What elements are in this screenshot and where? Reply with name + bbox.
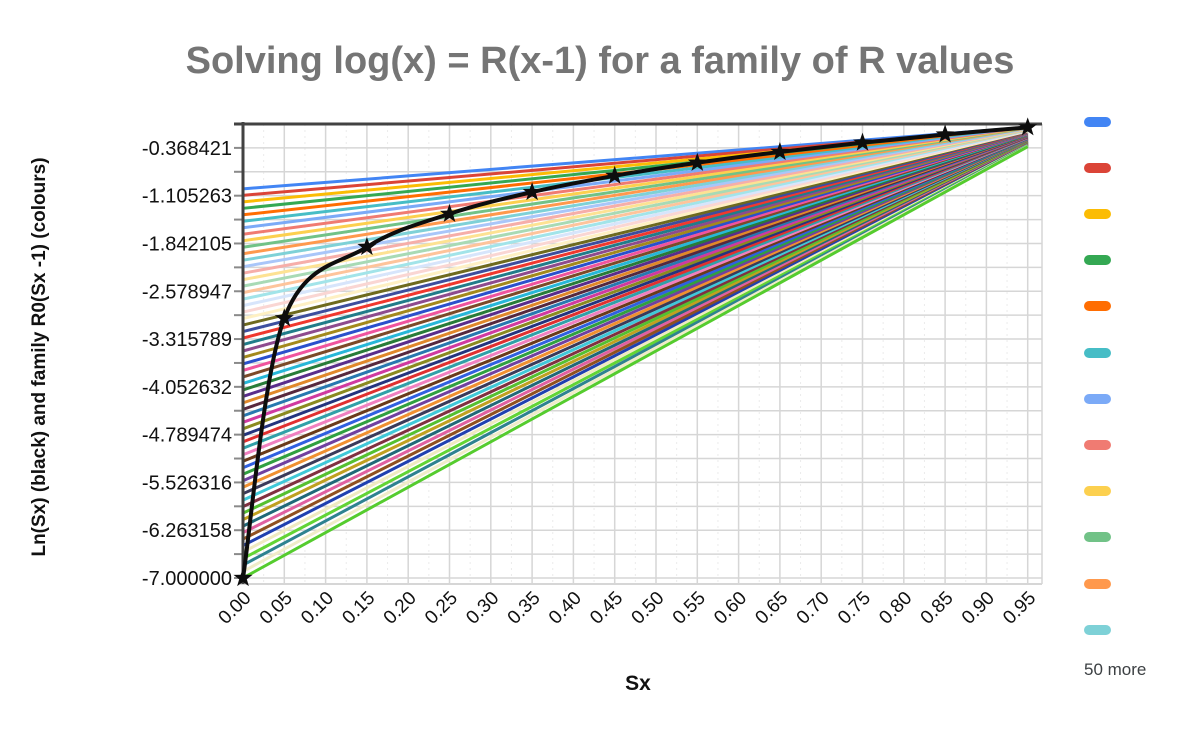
data-point-star[interactable] bbox=[935, 124, 955, 143]
x-tick-label: 0.70 bbox=[793, 588, 834, 629]
x-tick-label: 0.75 bbox=[834, 588, 875, 629]
x-tick-label: 0.80 bbox=[875, 588, 916, 629]
legend-swatch-6[interactable] bbox=[1084, 347, 1111, 358]
data-point-star[interactable] bbox=[274, 308, 294, 327]
x-tick-label: 0.05 bbox=[256, 588, 297, 629]
x-tick-label: 0.35 bbox=[504, 588, 545, 629]
y-tick-label: -4.789474 bbox=[142, 425, 232, 447]
family-line-R0-7.0[interactable] bbox=[242, 145, 1029, 580]
y-tick-label: -0.368421 bbox=[142, 138, 232, 160]
data-point-star[interactable] bbox=[1018, 117, 1038, 136]
legend-more-link[interactable]: 50 more bbox=[1084, 660, 1147, 679]
x-tick-label: 0.60 bbox=[710, 588, 751, 629]
x-tick-label: 0.15 bbox=[338, 588, 379, 629]
legend-swatch-4[interactable] bbox=[1084, 255, 1111, 266]
legend-swatch-1[interactable] bbox=[1084, 116, 1111, 127]
x-tick-label: 0.95 bbox=[999, 588, 1040, 629]
data-point-star[interactable] bbox=[357, 237, 377, 256]
x-tick-label: 0.30 bbox=[462, 588, 503, 629]
chart-title: Solving log(x) = R(x-1) for a family of … bbox=[185, 40, 1015, 82]
legend-swatch-11[interactable] bbox=[1084, 578, 1111, 589]
x-tick-label: 0.90 bbox=[958, 588, 999, 629]
x-tick-label: 0.85 bbox=[917, 588, 958, 629]
x-tick-label: 0.40 bbox=[545, 588, 586, 629]
y-tick-label: -6.263158 bbox=[142, 520, 232, 542]
x-axis-title: Sx bbox=[625, 672, 651, 695]
x-tick-label: 0.10 bbox=[297, 588, 338, 629]
legend-swatch-3[interactable] bbox=[1084, 208, 1111, 219]
y-tick-label: -1.105263 bbox=[142, 186, 232, 208]
x-tick-label: 0.25 bbox=[421, 588, 462, 629]
y-tick-label: -3.315789 bbox=[142, 329, 232, 351]
legend-swatch-5[interactable] bbox=[1084, 301, 1111, 312]
data-point-star[interactable] bbox=[605, 165, 625, 184]
ln-curve[interactable] bbox=[241, 125, 1030, 580]
legend-swatch-7[interactable] bbox=[1084, 393, 1111, 404]
y-tick-label: -7.000000 bbox=[142, 568, 232, 590]
data-point-star[interactable] bbox=[687, 152, 707, 171]
x-tick-label: 0.55 bbox=[669, 588, 710, 629]
y-tick-label: -5.526316 bbox=[142, 472, 232, 494]
data-point-star[interactable] bbox=[522, 182, 542, 201]
legend-swatch-9[interactable] bbox=[1084, 486, 1111, 497]
legend-swatch-8[interactable] bbox=[1084, 439, 1111, 450]
data-point-star[interactable] bbox=[852, 132, 873, 151]
x-tick-label: 0.00 bbox=[215, 588, 256, 629]
x-tick-label: 0.20 bbox=[380, 588, 421, 629]
x-tick-label: 0.50 bbox=[628, 588, 669, 629]
x-tick-label: 0.65 bbox=[751, 588, 792, 629]
y-tick-label: -4.052632 bbox=[142, 377, 232, 399]
data-point-star[interactable] bbox=[233, 568, 253, 587]
data-point-star[interactable] bbox=[439, 203, 460, 223]
y-tick-label: -1.842105 bbox=[142, 233, 232, 255]
x-tick-label: 0.45 bbox=[586, 588, 627, 629]
legend-swatch-10[interactable] bbox=[1084, 532, 1111, 543]
legend-swatch-12[interactable] bbox=[1084, 624, 1111, 635]
data-point-star[interactable] bbox=[770, 141, 790, 161]
y-tick-label: -2.578947 bbox=[142, 281, 232, 303]
legend-swatch-2[interactable] bbox=[1084, 162, 1111, 173]
